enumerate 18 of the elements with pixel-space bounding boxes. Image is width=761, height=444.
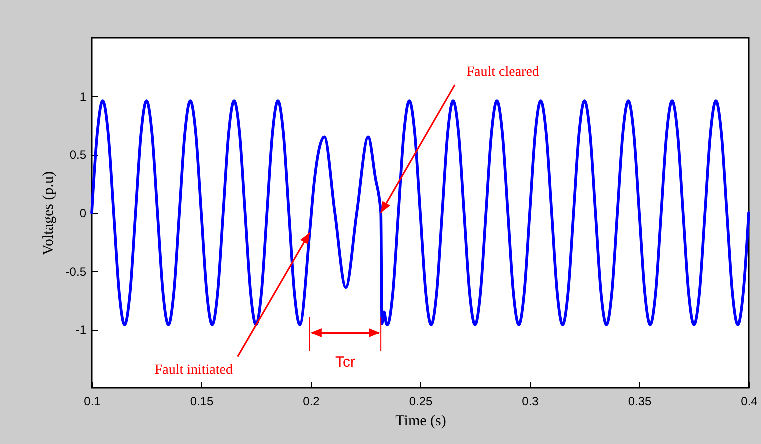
x-tick-label: 0.3	[522, 394, 540, 408]
annotation: Tcr	[335, 354, 356, 371]
y-tick-label: 1	[80, 90, 87, 104]
x-axis-title: Time (s)	[396, 414, 446, 430]
x-tick-label: 0.4	[741, 394, 758, 408]
y-tick-label: 0	[80, 206, 87, 220]
x-tick-label: 0.2	[303, 394, 320, 408]
line-series	[90, 100, 750, 326]
y-axis-title: Voltages (p.u)	[40, 172, 57, 256]
x-tick-label: 0.1	[84, 394, 102, 408]
annotation: Fault cleared	[466, 65, 540, 80]
y-tick-label: -0.5	[66, 264, 87, 279]
x-tick-label: 0.15	[190, 394, 214, 408]
y-tick-label: -1	[76, 323, 87, 338]
annotation: Fault initiated	[154, 363, 233, 378]
y-tick-label: 0.5	[70, 148, 87, 162]
x-tick-label: 0.25	[409, 394, 433, 408]
x-tick-label: 0.35	[628, 394, 652, 408]
